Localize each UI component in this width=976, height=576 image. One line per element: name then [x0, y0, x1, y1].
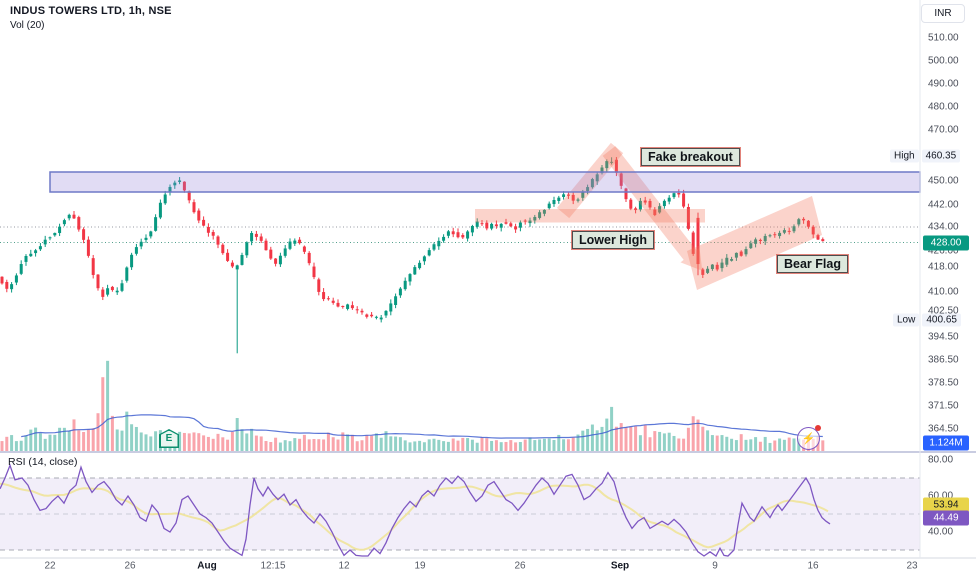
time-axis-label: 26	[514, 560, 526, 572]
volume-ma-badge: 1.124M	[923, 435, 969, 451]
time-axis-label: 9	[712, 560, 718, 572]
price-axis-label: 40.00	[928, 526, 954, 538]
annotation-fake-breakout[interactable]: Fake breakout	[640, 147, 741, 167]
price-axis-label: 442.00	[928, 199, 959, 211]
time-axis-label: 23	[906, 560, 918, 572]
price-axis-label: 418.00	[928, 261, 959, 273]
price-axis-label: 426.00	[928, 245, 959, 257]
earnings-icon[interactable]: E	[159, 429, 179, 448]
high-label: High	[890, 149, 919, 163]
currency-button[interactable]: INR	[921, 4, 965, 23]
price-axis-label: 410.00	[928, 286, 959, 298]
rsi-indicator-label[interactable]: RSI (14, close)	[8, 456, 78, 468]
price-axis-label: 480.00	[928, 101, 959, 113]
rsi-ma-badge: 53.94	[923, 497, 969, 513]
time-axis-label: 22	[44, 560, 56, 572]
price-axis-label: 402.50	[928, 305, 959, 317]
price-axis-label: 386.50	[928, 354, 959, 366]
price-axis-label: 500.00	[928, 55, 959, 67]
time-axis-label: 19	[414, 560, 426, 572]
time-axis-label: 12:15	[260, 560, 286, 572]
last-price-badge: 428.00	[923, 235, 969, 251]
price-axis-label: 394.50	[928, 331, 959, 343]
lightning-icon[interactable]: ⚡	[797, 425, 821, 450]
high-value: 460.35	[921, 149, 961, 163]
notification-dot	[815, 425, 821, 431]
volume-indicator-label[interactable]: Vol (20)	[10, 20, 45, 31]
price-axis-label: 378.50	[928, 377, 959, 389]
price-axis-label: 371.50	[928, 400, 959, 412]
price-axis-label: 470.00	[928, 124, 959, 136]
annotation-lower-high[interactable]: Lower High	[570, 230, 656, 250]
annotation-bear-flag[interactable]: Bear Flag	[776, 254, 849, 274]
price-axis-label: 510.00	[928, 32, 959, 44]
high-price-row: High 460.35	[890, 149, 961, 163]
price-axis-label: 450.00	[928, 175, 959, 187]
price-axis-label: 60.00	[928, 490, 954, 502]
price-axis-label: 80.00	[928, 454, 954, 466]
symbol-title[interactable]: INDUS TOWERS LTD, 1h, NSE	[10, 5, 172, 17]
lightning-bolt-glyph: ⚡	[797, 427, 820, 450]
time-axis-label: 12	[338, 560, 350, 572]
rsi-value-badge: 44.49	[923, 510, 969, 526]
time-axis-label: Sep	[610, 560, 630, 572]
price-axis-label: 364.50	[928, 423, 959, 435]
time-axis-label: 16	[807, 560, 819, 572]
time-axis-label: Aug	[197, 560, 217, 572]
price-axis-label: 490.00	[928, 78, 959, 90]
price-axis-label: 434.00	[928, 221, 959, 233]
low-value: 400.65	[922, 313, 961, 327]
earnings-icon-letter: E	[160, 430, 178, 447]
chart-legend: INDUS TOWERS LTD, 1h, NSE Vol (20)	[10, 5, 172, 31]
low-label: Low	[893, 313, 920, 327]
low-price-row: Low 400.65	[893, 313, 961, 327]
time-axis-label: 26	[124, 560, 136, 572]
